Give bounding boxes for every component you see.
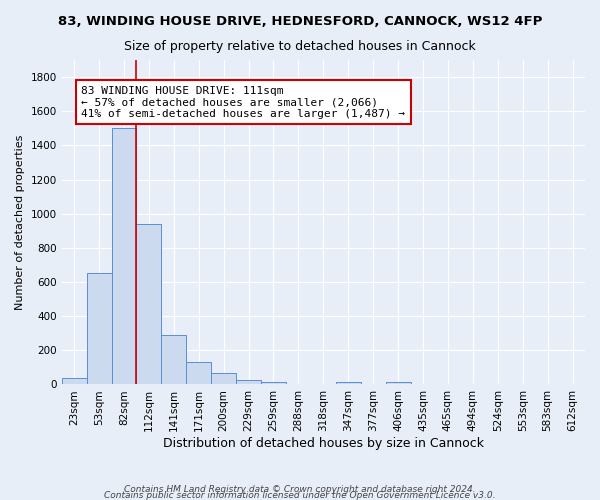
Text: Contains public sector information licensed under the Open Government Licence v3: Contains public sector information licen…: [104, 490, 496, 500]
Bar: [336, 382, 361, 384]
Text: 83, WINDING HOUSE DRIVE, HEDNESFORD, CANNOCK, WS12 4FP: 83, WINDING HOUSE DRIVE, HEDNESFORD, CAN…: [58, 15, 542, 28]
Bar: [236, 380, 261, 384]
Text: Size of property relative to detached houses in Cannock: Size of property relative to detached ho…: [124, 40, 476, 53]
Bar: [161, 335, 186, 384]
Bar: [86, 274, 112, 384]
Bar: [211, 374, 236, 384]
Bar: [136, 224, 161, 384]
Text: 83 WINDING HOUSE DRIVE: 111sqm
← 57% of detached houses are smaller (2,066)
41% : 83 WINDING HOUSE DRIVE: 111sqm ← 57% of …: [81, 86, 405, 119]
Bar: [62, 378, 86, 384]
Bar: [112, 128, 136, 384]
Bar: [386, 382, 410, 384]
Y-axis label: Number of detached properties: Number of detached properties: [15, 134, 25, 310]
Bar: [186, 362, 211, 384]
Bar: [261, 382, 286, 384]
X-axis label: Distribution of detached houses by size in Cannock: Distribution of detached houses by size …: [163, 437, 484, 450]
Text: Contains HM Land Registry data © Crown copyright and database right 2024.: Contains HM Land Registry data © Crown c…: [124, 485, 476, 494]
